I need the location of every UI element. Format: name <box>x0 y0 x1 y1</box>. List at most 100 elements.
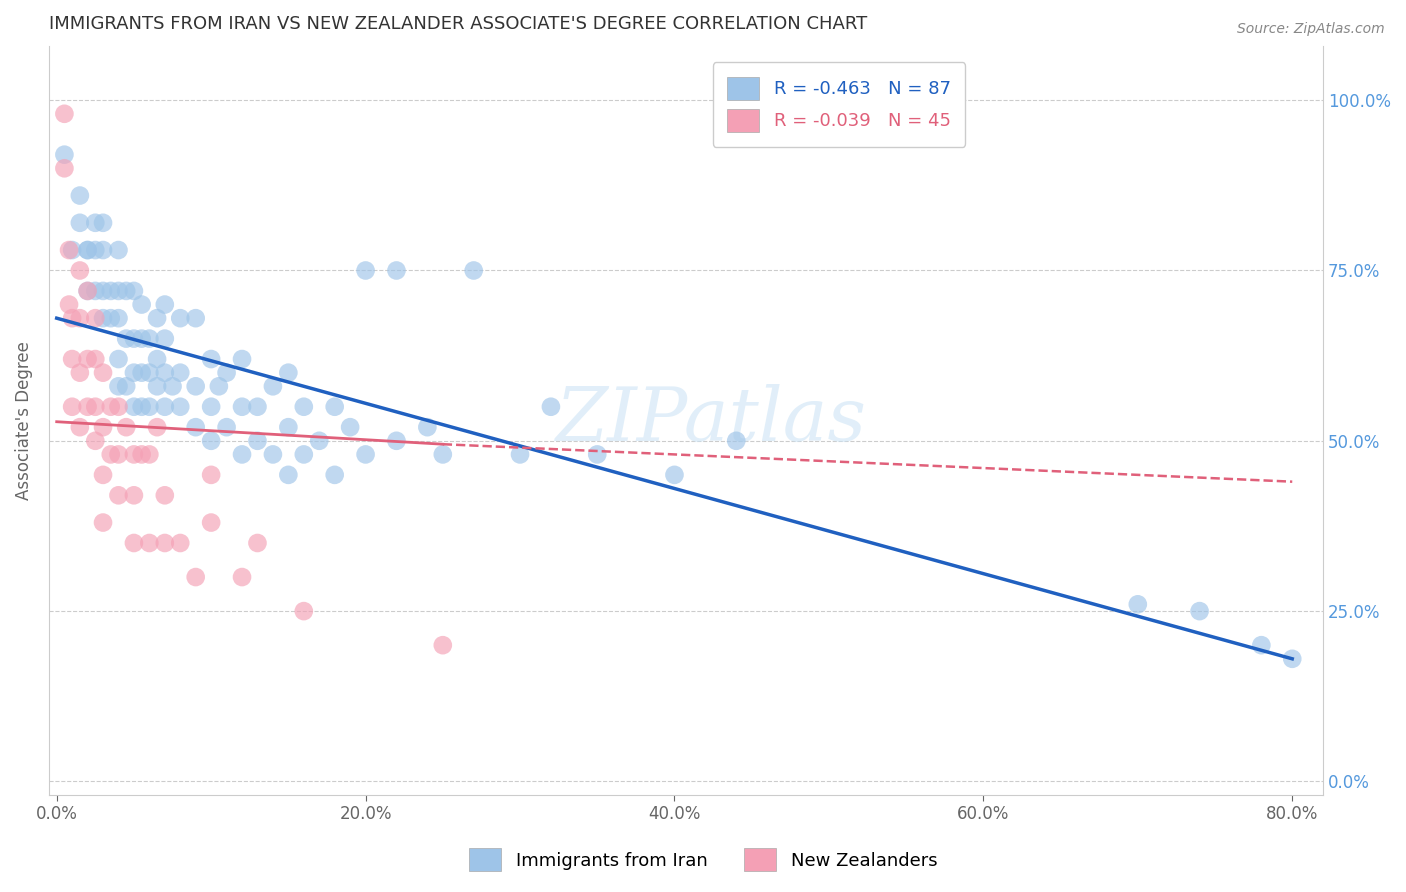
Point <box>115 379 138 393</box>
Point <box>60 400 83 414</box>
Point <box>323 400 346 414</box>
Point <box>91 311 114 326</box>
Point <box>131 366 153 380</box>
Point <box>76 284 98 298</box>
Point <box>91 420 114 434</box>
Legend: Immigrants from Iran, New Zealanders: Immigrants from Iran, New Zealanders <box>461 841 945 879</box>
Point <box>107 488 129 502</box>
Point <box>1281 652 1303 666</box>
Point <box>169 400 191 414</box>
Point <box>725 434 748 448</box>
Point <box>115 420 138 434</box>
Point <box>131 332 153 346</box>
Point <box>84 311 107 326</box>
Point <box>84 352 107 367</box>
Point <box>122 284 145 298</box>
Point <box>169 536 191 550</box>
Point <box>200 352 222 367</box>
Point <box>107 400 129 414</box>
Point <box>60 243 83 257</box>
Text: Source: ZipAtlas.com: Source: ZipAtlas.com <box>1237 22 1385 37</box>
Point <box>60 311 83 326</box>
Point <box>231 352 253 367</box>
Point <box>463 263 485 277</box>
Point <box>153 332 176 346</box>
Point <box>84 216 107 230</box>
Point <box>277 467 299 482</box>
Point <box>122 488 145 502</box>
Point <box>122 400 145 414</box>
Point <box>91 516 114 530</box>
Point <box>76 243 98 257</box>
Point <box>107 311 129 326</box>
Point <box>153 536 176 550</box>
Point <box>131 297 153 311</box>
Point <box>91 467 114 482</box>
Point <box>53 161 76 176</box>
Point <box>76 284 98 298</box>
Point <box>323 467 346 482</box>
Point <box>354 263 377 277</box>
Point <box>91 284 114 298</box>
Point <box>432 447 454 461</box>
Point <box>162 379 184 393</box>
Point <box>509 447 531 461</box>
Point <box>246 400 269 414</box>
Point <box>100 447 122 461</box>
Point <box>131 400 153 414</box>
Point <box>122 447 145 461</box>
Point <box>385 263 408 277</box>
Point <box>432 638 454 652</box>
Point <box>69 366 91 380</box>
Point <box>540 400 562 414</box>
Point <box>138 366 160 380</box>
Point <box>100 284 122 298</box>
Point <box>107 352 129 367</box>
Point <box>91 366 114 380</box>
Point <box>69 216 91 230</box>
Point <box>215 366 238 380</box>
Point <box>339 420 361 434</box>
Point <box>169 311 191 326</box>
Point <box>69 188 91 202</box>
Point <box>53 107 76 121</box>
Point <box>246 434 269 448</box>
Point <box>58 243 80 257</box>
Point <box>262 379 284 393</box>
Point <box>146 352 169 367</box>
Point <box>76 400 98 414</box>
Point <box>1250 638 1272 652</box>
Point <box>60 352 83 367</box>
Point <box>122 332 145 346</box>
Point <box>91 243 114 257</box>
Point <box>131 447 153 461</box>
Point <box>69 420 91 434</box>
Point <box>69 263 91 277</box>
Point <box>146 420 169 434</box>
Point <box>200 516 222 530</box>
Point <box>169 366 191 380</box>
Point <box>246 536 269 550</box>
Point <box>231 400 253 414</box>
Point <box>122 536 145 550</box>
Point <box>184 570 207 584</box>
Point <box>200 467 222 482</box>
Point <box>292 604 315 618</box>
Point <box>262 447 284 461</box>
Point <box>69 311 91 326</box>
Point <box>122 366 145 380</box>
Point <box>1126 597 1149 611</box>
Point <box>308 434 330 448</box>
Point <box>58 297 80 311</box>
Point <box>53 147 76 161</box>
Point <box>84 434 107 448</box>
Point <box>84 400 107 414</box>
Point <box>76 243 98 257</box>
Point <box>354 447 377 461</box>
Point <box>200 434 222 448</box>
Point <box>107 243 129 257</box>
Point <box>138 400 160 414</box>
Point <box>153 366 176 380</box>
Point <box>146 311 169 326</box>
Point <box>107 447 129 461</box>
